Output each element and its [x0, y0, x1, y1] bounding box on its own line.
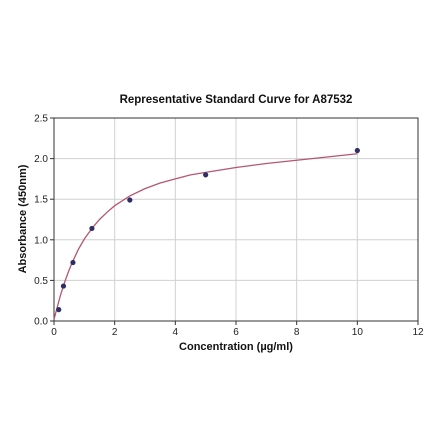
y-tick-label: 2.5 — [34, 114, 48, 125]
data-points — [56, 147, 360, 313]
x-tick-label: 4 — [173, 327, 179, 338]
x-tick-label: 10 — [352, 327, 364, 338]
y-tick-label: 0.0 — [34, 317, 48, 328]
fit-curve-line — [53, 153, 358, 320]
y-tick-label: 0.5 — [34, 276, 48, 287]
x-tick-label: 8 — [294, 327, 300, 338]
x-tick-label: 0 — [51, 327, 57, 338]
data-point — [60, 283, 67, 289]
data-point — [127, 197, 133, 203]
y-tick-label: 1.5 — [34, 195, 48, 206]
x-axis-ticks: 0 2 4 6 8 10 12 — [51, 321, 424, 338]
data-point — [354, 147, 360, 154]
x-tick-label: 6 — [233, 327, 239, 338]
data-point — [203, 172, 209, 178]
chart-title: Representative Standard Curve for A87532 — [120, 94, 353, 106]
x-tick-label: 2 — [112, 327, 118, 338]
data-point — [56, 307, 62, 313]
y-axis-label: Absorbance (450nm) — [17, 164, 29, 273]
y-tick-label: 1.0 — [34, 235, 48, 246]
y-tick-label: 2.0 — [34, 154, 48, 165]
x-tick-label: 12 — [412, 327, 424, 338]
data-point — [89, 225, 95, 232]
data-point — [70, 259, 76, 266]
y-axis-ticks: 0.0 0.5 1.0 1.5 2.0 2.5 — [34, 114, 54, 328]
x-axis-label: Concentration (µg/ml) — [179, 341, 293, 353]
